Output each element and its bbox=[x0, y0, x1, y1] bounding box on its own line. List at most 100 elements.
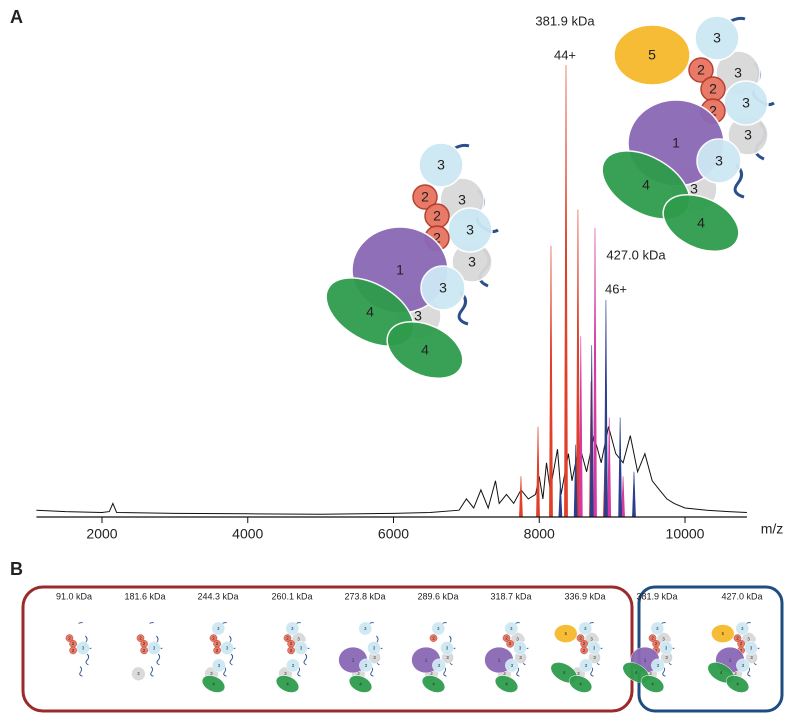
complex-mass: 181.6 kDa bbox=[124, 591, 165, 601]
subunit-label: 3 bbox=[593, 655, 596, 660]
annotation: 427.0 kDa bbox=[606, 247, 666, 262]
subunit-label: 3 bbox=[519, 655, 522, 660]
wave bbox=[369, 622, 374, 624]
subunit-label: 2 bbox=[505, 636, 508, 641]
subunit bbox=[275, 675, 300, 693]
subunit-label: 3 bbox=[742, 95, 750, 111]
subunit-label: 4 bbox=[432, 681, 435, 686]
subunit-label: 3 bbox=[665, 645, 668, 650]
x-tick-label: 8000 bbox=[524, 526, 555, 542]
wave bbox=[516, 666, 520, 677]
wave bbox=[370, 666, 374, 677]
subunit-label: 3 bbox=[715, 153, 723, 169]
subunit-label: 3 bbox=[744, 127, 752, 143]
subunit bbox=[711, 624, 735, 643]
panel-label: B bbox=[10, 559, 23, 579]
subunit-label: 1 bbox=[644, 657, 647, 662]
spectrum-line bbox=[36, 426, 747, 515]
subunit bbox=[359, 658, 373, 673]
subunit-label: 3 bbox=[519, 645, 522, 650]
subunit bbox=[744, 641, 758, 655]
wave bbox=[223, 666, 227, 677]
wave bbox=[296, 622, 301, 624]
wave bbox=[730, 16, 746, 23]
complex-mass: 273.8 kDa bbox=[344, 591, 385, 601]
subunit bbox=[736, 658, 750, 673]
subunit-label: 2 bbox=[709, 81, 717, 97]
subunit-label: 4 bbox=[579, 681, 582, 686]
complex-mass: 244.3 kDa bbox=[197, 591, 238, 601]
subunit-label: 3 bbox=[503, 671, 506, 676]
wave bbox=[222, 622, 227, 624]
subunit-label: 3 bbox=[577, 671, 580, 676]
peak bbox=[618, 417, 623, 518]
subunit-label: 3 bbox=[741, 626, 744, 631]
subunit-label: 3 bbox=[747, 636, 750, 641]
subunit bbox=[447, 207, 493, 253]
subunit-label: 3 bbox=[713, 30, 721, 46]
peak bbox=[536, 426, 540, 518]
subunit-label: 2 bbox=[509, 641, 512, 646]
subunit-label: 3 bbox=[439, 280, 447, 296]
subunit-label: 2 bbox=[740, 648, 743, 653]
subunit-label: 2 bbox=[736, 636, 739, 641]
subunit-label: 2 bbox=[139, 636, 142, 641]
subunit bbox=[694, 15, 740, 61]
subunit bbox=[494, 675, 519, 693]
subunit-label: 2 bbox=[433, 208, 441, 224]
peak bbox=[593, 227, 597, 518]
subunit bbox=[429, 634, 438, 642]
subunit-label: 3 bbox=[291, 626, 294, 631]
subunit-label: 3 bbox=[210, 671, 213, 676]
subunit bbox=[420, 265, 466, 311]
wave bbox=[79, 666, 83, 677]
peak bbox=[549, 245, 553, 518]
subunit-label: 1 bbox=[352, 657, 355, 662]
subunit-label: 2 bbox=[655, 648, 658, 653]
subunit bbox=[65, 634, 74, 642]
wave bbox=[85, 653, 90, 666]
subunit-label: 4 bbox=[366, 304, 374, 320]
subunit bbox=[576, 634, 585, 642]
complex-mass: 260.1 kDa bbox=[271, 591, 312, 601]
subunit-label: 1 bbox=[498, 657, 501, 662]
subunit-label: 3 bbox=[750, 655, 753, 660]
wave bbox=[457, 290, 469, 326]
subunit-label: 2 bbox=[68, 636, 71, 641]
subunit-label: 4 bbox=[421, 342, 429, 358]
subunit-label: 3 bbox=[137, 671, 140, 676]
subunit bbox=[287, 646, 295, 655]
subunit-label: 3 bbox=[292, 663, 295, 668]
subunit bbox=[140, 646, 148, 655]
subunit-label: 3 bbox=[662, 636, 665, 641]
subunit-label: 1 bbox=[425, 657, 428, 662]
subunit bbox=[136, 634, 145, 642]
subunit bbox=[688, 57, 714, 83]
subunit-label: 4 bbox=[642, 177, 650, 193]
subunit-label: 3 bbox=[585, 663, 588, 668]
subunit-label: 2 bbox=[579, 636, 582, 641]
complex-mass: 289.6 kDa bbox=[417, 591, 458, 601]
subunit-label: 3 bbox=[593, 645, 596, 650]
complex-mass: 91.0 kDa bbox=[56, 591, 92, 601]
subunit-label: 3 bbox=[446, 655, 449, 660]
subunit bbox=[211, 621, 226, 636]
subunit bbox=[580, 646, 588, 655]
subunit-label: 2 bbox=[651, 636, 654, 641]
subunit bbox=[587, 641, 601, 655]
peak bbox=[604, 300, 608, 518]
subunit-label: 3 bbox=[665, 655, 668, 660]
subunit-label: 2 bbox=[286, 636, 289, 641]
subunit bbox=[348, 675, 373, 693]
subunit bbox=[696, 138, 742, 184]
subunit-label: 3 bbox=[734, 65, 742, 81]
subunit-label: 3 bbox=[297, 636, 300, 641]
subunit-label: 2 bbox=[709, 103, 717, 119]
subunit-label: 3 bbox=[468, 254, 476, 270]
subunit-label: 2 bbox=[290, 641, 293, 646]
complex-mass: 427.0 kDa bbox=[721, 591, 762, 601]
